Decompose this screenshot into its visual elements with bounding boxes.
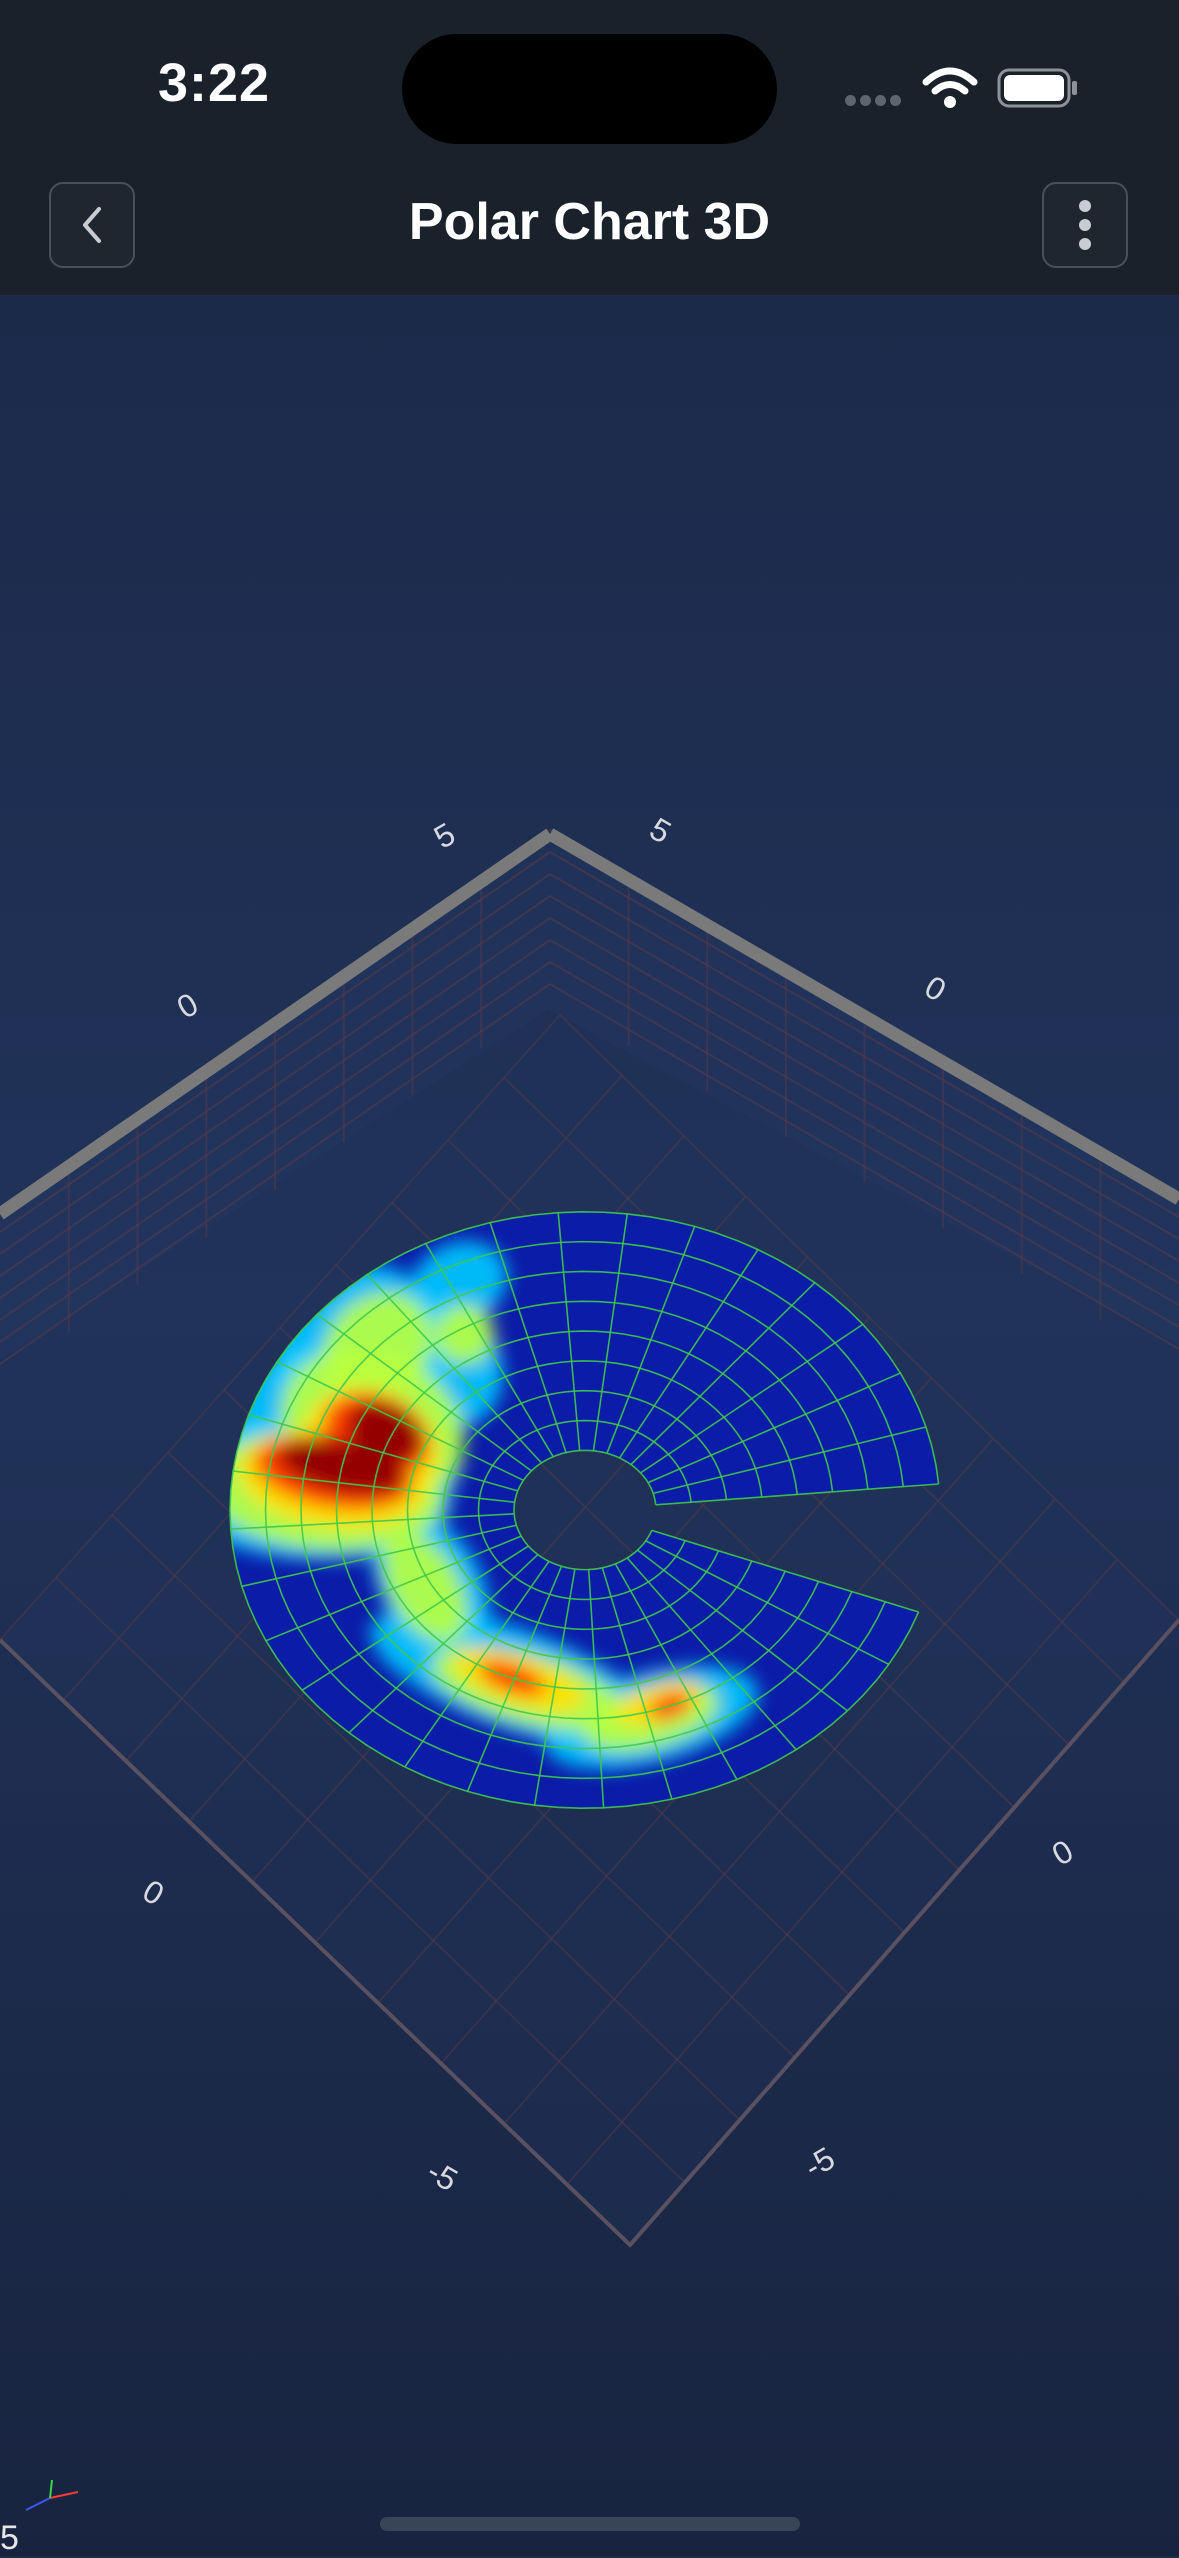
right-wall (548, 830, 1179, 1345)
mesh-spoke (557, 1212, 581, 1451)
mesh-spoke (636, 1549, 848, 1712)
mesh-spoke (587, 1569, 605, 1808)
wifi-icon (922, 67, 978, 108)
heat-blob (410, 1241, 508, 1325)
wall-grid-line (0, 961, 551, 1343)
dynamic-island (402, 34, 777, 144)
mesh-spoke (348, 1553, 539, 1734)
mesh-spoke (366, 1273, 543, 1464)
chart-viewport[interactable]: 5 0 5 0 0 -5 0 -5 (0, 295, 1179, 2556)
axis-tick-label: 0 (171, 985, 204, 1025)
back-button[interactable] (49, 182, 135, 268)
mesh-spoke (466, 1565, 563, 1792)
wall-grid-line (549, 851, 1179, 1218)
mesh-spoke (265, 1535, 522, 1642)
battery-icon (997, 68, 1077, 108)
axis-tick-label: 5 (644, 810, 677, 850)
floor-front-edge (0, 1618, 1179, 2248)
heat-blobs (230, 1241, 759, 1770)
mesh-spoke (533, 1568, 576, 1806)
chevron-left-icon (83, 207, 101, 243)
status-time: 3:22 (158, 53, 271, 113)
mesh-spoke (618, 1249, 759, 1459)
axis-tick-label: -5 (421, 2153, 464, 2198)
mesh-spoke (276, 1360, 524, 1482)
mesh-spoke (248, 1413, 518, 1492)
mesh-spoke (647, 1372, 901, 1484)
mesh-spoke (424, 1243, 554, 1458)
more-vertical-icon (1079, 200, 1091, 250)
mesh-spoke (230, 1513, 515, 1530)
axis-tick-label: 0 (919, 968, 952, 1008)
floor-grid-line (566, 1558, 1118, 2186)
mesh-spoke (645, 1540, 890, 1666)
surface-mesh (229, 1211, 940, 1809)
corner-axis-label: 5 (0, 2519, 19, 2557)
heat-blob (434, 1304, 495, 1365)
status-bar: 3:22 (0, 0, 1179, 170)
mesh-spoke (316, 1313, 532, 1472)
mesh-spoke (630, 1282, 816, 1466)
mesh-spoke (653, 1426, 927, 1495)
wall-grid-line (0, 939, 551, 1321)
axis-tick-label: -5 (798, 2140, 841, 2185)
polar-chart-3d[interactable]: 5 0 5 0 0 -5 0 -5 (0, 295, 1179, 2556)
mesh-spoke (592, 1213, 629, 1451)
heat-blob (347, 1401, 424, 1463)
mesh-spoke (640, 1323, 864, 1474)
axis-gizmo-icon (25, 2479, 79, 2511)
wall-grid-line (549, 983, 1179, 1350)
wall-grid-line (0, 851, 551, 1233)
home-indicator (380, 2517, 800, 2531)
floor-grid-line (111, 1514, 741, 2121)
wall-grid-line (0, 895, 551, 1277)
floor-grid-line (503, 1498, 1056, 2125)
left-wall (0, 830, 550, 1360)
more-options-button[interactable] (1042, 182, 1128, 268)
wall-top-edge (546, 828, 1179, 1205)
mesh-spoke (241, 1524, 517, 1588)
mesh-spoke (651, 1529, 919, 1613)
signal-dots-icon (845, 93, 905, 111)
wall-grid-line (0, 917, 551, 1299)
wall-grid-line (549, 939, 1179, 1306)
mesh-spoke (489, 1222, 567, 1453)
navigation-bar: Polar Chart 3D (0, 170, 1179, 295)
mesh-spoke (601, 1567, 673, 1800)
wall-top-edge (0, 828, 554, 1220)
wall-grid-line (549, 895, 1179, 1262)
mesh-spoke (655, 1483, 939, 1506)
wall-grid-line (549, 873, 1179, 1240)
mesh-spoke (626, 1557, 797, 1751)
heatmap-layer (230, 1241, 759, 1770)
mesh-spoke (404, 1560, 550, 1768)
back-walls (0, 828, 1179, 1365)
axis-tick-label: 0 (137, 1872, 170, 1912)
wall-grid-line (549, 917, 1179, 1284)
mesh-spoke (614, 1563, 738, 1780)
page-title: Polar Chart 3D (408, 193, 771, 251)
wall-grid-line (0, 873, 551, 1255)
axis-tick-label: 5 (428, 815, 461, 855)
floor-grid-line (55, 1576, 686, 2184)
mesh-spoke (232, 1470, 515, 1504)
mesh-spoke (606, 1226, 696, 1454)
axis-tick-label: 0 (1046, 1832, 1079, 1872)
wall-grid-line (549, 961, 1179, 1328)
heat-blob (382, 1532, 468, 1643)
wall-grid-line (0, 983, 551, 1365)
mesh-spoke (301, 1545, 529, 1691)
